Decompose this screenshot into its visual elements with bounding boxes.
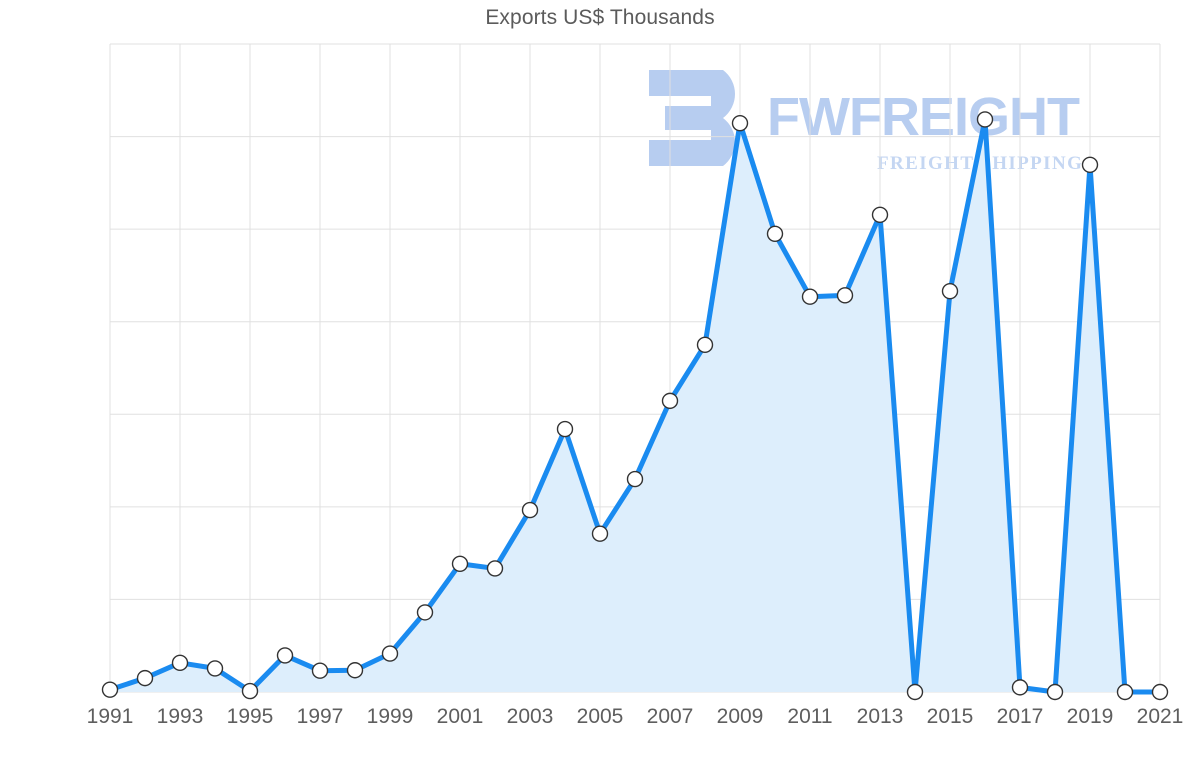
data-point-marker (626, 470, 644, 488)
data-point-marker (591, 525, 609, 542)
data-point-marker (906, 683, 924, 701)
x-axis-tick-label: 2007 (646, 705, 694, 728)
data-point-marker (451, 555, 469, 572)
data-point-marker (976, 111, 994, 128)
data-point-marker (136, 669, 154, 687)
x-axis-tick-label: 1997 (296, 705, 344, 728)
data-point-marker (416, 604, 434, 621)
data-point-marker (1011, 679, 1029, 696)
x-axis-tick-label: 2001 (436, 705, 484, 728)
series-area-fill (110, 119, 1160, 692)
x-axis-tick-label: 1991 (86, 705, 134, 728)
x-axis-tick-label: 2013 (856, 705, 904, 728)
data-point-marker (766, 225, 784, 242)
x-axis-tick-label: 2005 (576, 705, 624, 728)
data-point-marker (171, 654, 189, 672)
data-point-marker (731, 114, 749, 132)
data-point-marker (1081, 156, 1099, 174)
data-point-marker (661, 392, 679, 410)
data-point-marker (556, 420, 574, 438)
data-point-marker (101, 681, 119, 698)
x-axis-tick-label: 2021 (1136, 705, 1184, 728)
data-point-marker (486, 560, 504, 577)
data-point-marker (836, 287, 854, 304)
data-point-marker (1116, 683, 1134, 701)
data-point-marker (206, 660, 224, 677)
x-axis-tick-label: 2009 (716, 705, 764, 728)
data-point-marker (871, 206, 889, 223)
data-point-marker (381, 645, 399, 662)
data-point-marker (801, 288, 819, 305)
data-point-marker (696, 336, 714, 354)
data-point-marker (276, 647, 294, 664)
x-axis-tick-label: 2017 (996, 705, 1044, 728)
x-axis-tick-label: 1999 (366, 705, 414, 728)
data-point-marker (1046, 683, 1064, 701)
data-point-marker (521, 501, 539, 519)
x-axis-tick-label: 2015 (926, 705, 974, 728)
x-axis-tick-label: 2011 (787, 705, 833, 728)
x-axis-tick-label: 1995 (226, 705, 274, 728)
x-axis-tick-label: 1993 (156, 705, 204, 728)
data-point-marker (241, 682, 259, 700)
chart-title: Exports US$ Thousands (485, 6, 715, 29)
x-axis-tick-label: 2003 (506, 705, 554, 728)
data-point-marker (1151, 683, 1169, 701)
data-point-marker (346, 662, 364, 679)
data-point-marker (941, 282, 959, 300)
data-point-marker (311, 662, 329, 679)
x-axis-tick-label: 2019 (1066, 705, 1114, 728)
